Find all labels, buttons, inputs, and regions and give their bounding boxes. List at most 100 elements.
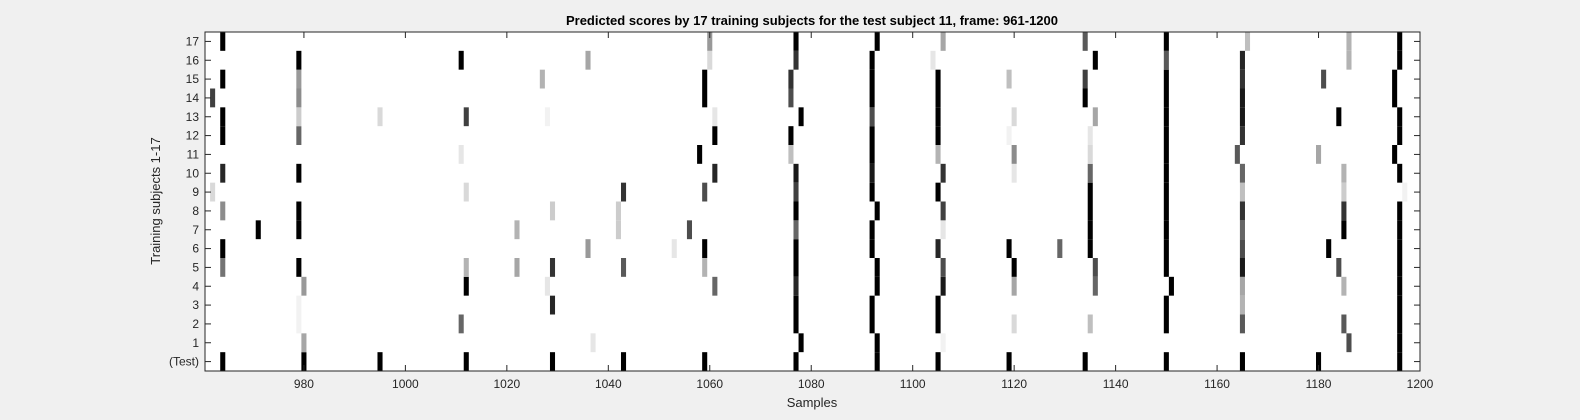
- heatmap-cell: [702, 69, 708, 89]
- heatmap-cell: [220, 69, 226, 89]
- heatmap-cell: [296, 258, 302, 277]
- heatmap-cell: [1239, 88, 1245, 108]
- heatmap-cell: [793, 276, 799, 296]
- heatmap-cell: [1163, 258, 1169, 277]
- heatmap-cell: [869, 295, 875, 315]
- heatmap-cell: [793, 220, 799, 240]
- y-tick-label: 8: [192, 204, 199, 218]
- heatmap-cell: [788, 88, 794, 108]
- y-tick-label: 13: [186, 110, 200, 124]
- heatmap-cell: [1397, 239, 1403, 258]
- heatmap-cell: [1397, 352, 1403, 371]
- heatmap-cell: [296, 295, 302, 315]
- heatmap-cell: [1397, 107, 1403, 127]
- heatmap-cell: [377, 352, 383, 371]
- heatmap-cell: [1087, 239, 1093, 258]
- heatmap-cell: [793, 201, 799, 221]
- x-tick-label: 1000: [392, 377, 419, 391]
- heatmap-cell: [1011, 258, 1017, 277]
- heatmap-cell: [1397, 126, 1403, 145]
- heatmap-cell: [1239, 201, 1245, 221]
- y-tick-label: 5: [192, 260, 199, 274]
- heatmap-cell: [220, 352, 226, 371]
- heatmap-cell: [301, 352, 307, 371]
- heatmap-cell: [1397, 333, 1403, 353]
- heatmap-cell: [1316, 145, 1322, 164]
- heatmap-cell: [1082, 69, 1088, 89]
- y-axis-label: Training subjects 1-17: [148, 137, 163, 264]
- heatmap-cell: [1011, 276, 1017, 296]
- x-tick-label: 1140: [1103, 377, 1129, 391]
- y-tick-label: 1: [192, 336, 199, 350]
- heatmap-cell: [377, 107, 383, 127]
- heatmap-cell: [874, 258, 880, 277]
- heatmap-cell: [869, 88, 875, 108]
- heatmap-cell: [1239, 50, 1245, 70]
- heatmap-cell: [1397, 295, 1403, 315]
- heatmap-cell: [788, 145, 794, 164]
- heatmap-cell: [549, 258, 556, 277]
- heatmap-cell: [1346, 50, 1352, 70]
- heatmap-cell: [940, 163, 946, 183]
- heatmap-cell: [296, 69, 302, 89]
- heatmap-cell: [514, 220, 520, 240]
- heatmap-cell: [1092, 258, 1098, 277]
- heatmap-cell: [869, 69, 875, 89]
- y-tick-label: 6: [192, 242, 199, 256]
- heatmap-cell: [1092, 107, 1098, 127]
- heatmap-cell: [615, 220, 621, 240]
- heatmap-cell: [1082, 32, 1088, 51]
- heatmap-cell: [869, 50, 875, 70]
- heatmap-cell: [463, 276, 469, 296]
- heatmap-cell: [590, 333, 596, 353]
- heatmap-cell: [1397, 258, 1403, 277]
- plot-frame: [204, 31, 1421, 372]
- heatmap-cell: [707, 32, 713, 51]
- heatmap-cell: [1087, 163, 1093, 183]
- heatmap-cell: [1082, 352, 1088, 371]
- heatmap-cell: [1087, 220, 1093, 240]
- heatmap-cell: [935, 107, 941, 127]
- heatmap-cell: [1321, 69, 1327, 89]
- heatmap-cell: [544, 107, 550, 127]
- heatmap-cell: [1163, 295, 1169, 315]
- heatmap-cell: [458, 50, 464, 70]
- heatmap-cell: [793, 314, 799, 334]
- heatmap-cell: [874, 333, 880, 353]
- heatmap-cell: [940, 276, 946, 296]
- heatmap-cell: [1011, 163, 1017, 183]
- heatmap-cell: [712, 107, 718, 127]
- heatmap-cell: [1397, 163, 1403, 183]
- heatmap-cell: [1163, 50, 1169, 70]
- heatmap-cell: [874, 276, 880, 296]
- heatmap-cell: [1239, 239, 1245, 258]
- heatmap-cell: [1163, 314, 1169, 334]
- plot-area: [205, 32, 1420, 371]
- heatmap-cell: [1346, 333, 1352, 353]
- y-tick-label: 14: [186, 91, 200, 105]
- heatmap-cell: [702, 239, 708, 258]
- heatmap-cell: [702, 352, 708, 371]
- heatmap-cell: [296, 201, 302, 221]
- x-axis-label: Samples: [787, 395, 838, 410]
- chart-title: Predicted scores by 17 training subjects…: [566, 13, 1058, 28]
- heatmap-cell: [798, 333, 804, 353]
- heatmap-cell: [463, 107, 469, 127]
- heatmap-cell: [1316, 352, 1322, 371]
- heatmap-cell: [620, 352, 627, 371]
- heatmap-cell: [935, 88, 941, 108]
- heatmap-cell: [793, 32, 799, 51]
- heatmap-cell: [220, 163, 226, 183]
- heatmap-cell: [1326, 239, 1332, 258]
- heatmap-cell: [458, 145, 464, 164]
- heatmap-cell: [1336, 258, 1342, 277]
- heatmap-cell: [585, 50, 591, 70]
- heatmap-cell: [793, 163, 799, 183]
- heatmap-cell: [1239, 163, 1245, 183]
- heatmap-cell: [793, 239, 799, 258]
- y-tick-label: 12: [186, 129, 200, 143]
- heatmap-cell: [788, 126, 794, 145]
- heatmap-cell: [1092, 50, 1098, 70]
